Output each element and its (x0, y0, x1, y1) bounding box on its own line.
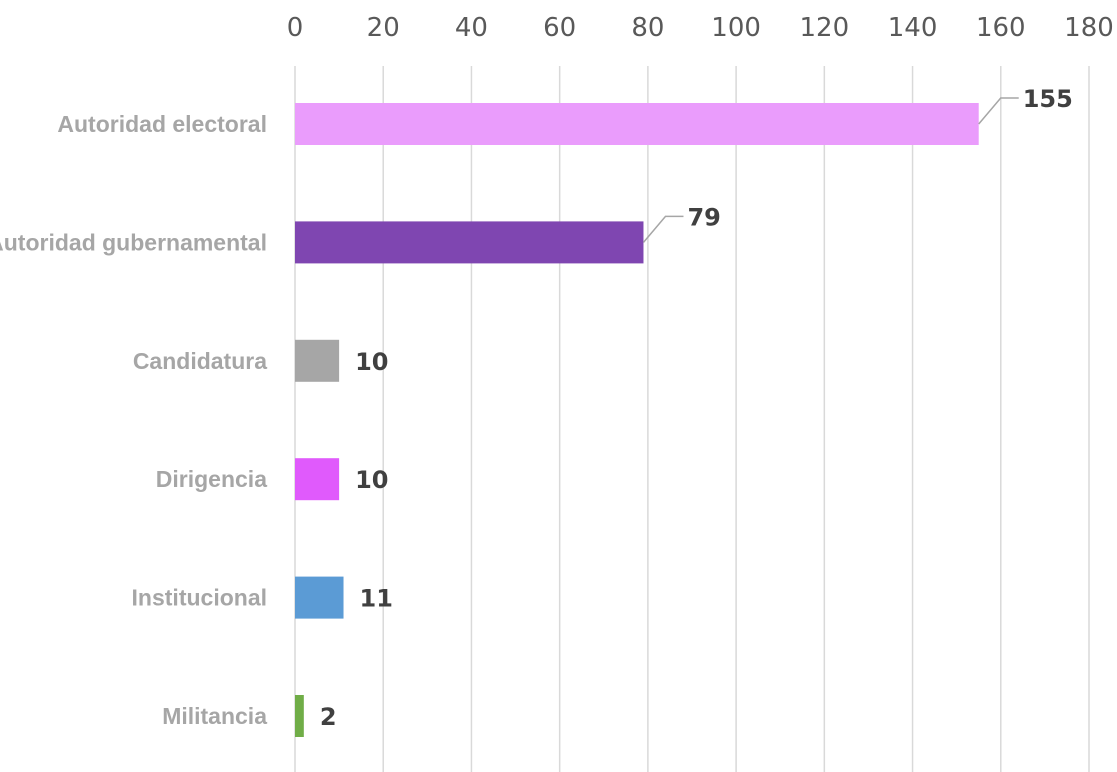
category-label: Militancia (162, 703, 267, 729)
x-tick-label: 100 (711, 13, 761, 43)
leader-line (978, 97, 1019, 125)
data-label: 79 (687, 203, 720, 231)
data-label: 10 (355, 466, 388, 494)
x-tick-label: 140 (888, 13, 938, 43)
x-tick-label: 180 (1064, 13, 1114, 43)
x-axis-tick-labels: 0 20 40 60 80 100 120 140 160 180 (287, 13, 1114, 43)
x-tick-label: 80 (631, 13, 664, 43)
bar (295, 695, 304, 737)
x-tick-label: 120 (800, 13, 850, 43)
gridlines (294, 66, 1090, 772)
bars (295, 103, 979, 737)
category-label: Dirigencia (156, 466, 267, 492)
data-label: 10 (355, 348, 388, 376)
bar (295, 339, 340, 382)
x-tick-label: 20 (367, 13, 400, 43)
category-labels: Autoridad electoral Autoridad gubernament… (0, 111, 267, 729)
x-tick-label: 0 (287, 13, 304, 43)
category-label: Autoridad electoral (57, 111, 267, 137)
bar (295, 576, 344, 619)
data-label: 11 (360, 585, 393, 613)
category-label: Institucional (132, 585, 267, 611)
x-tick-label: 160 (976, 13, 1026, 43)
category-label: Candidatura (133, 348, 267, 374)
bar (295, 103, 979, 145)
data-label: 155 (1023, 85, 1073, 113)
bar (295, 458, 340, 501)
x-tick-label: 60 (543, 13, 576, 43)
category-label: Autoridad gubernamental (0, 229, 267, 255)
data-labels: 155 79 10 10 11 2 (320, 85, 1073, 731)
data-label: 2 (320, 703, 337, 731)
bar (295, 221, 644, 264)
leader-line (642, 215, 684, 243)
x-tick-label: 40 (455, 13, 488, 43)
